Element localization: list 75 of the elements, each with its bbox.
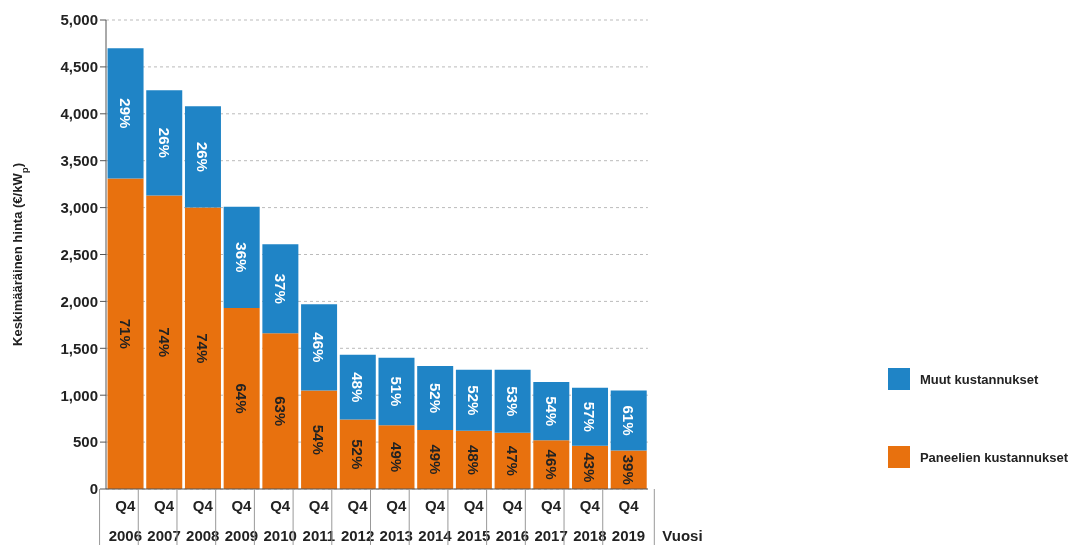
x-tick-label: Q4 2019	[611, 497, 646, 544]
bar	[301, 304, 338, 391]
bar	[184, 106, 221, 208]
annotation: 57%	[581, 401, 599, 432]
bar	[455, 369, 492, 431]
annotation: 52%	[465, 385, 483, 416]
annotation: 26%	[155, 127, 173, 158]
y-tick-label: 5,000	[60, 11, 98, 29]
bar	[417, 366, 454, 430]
x-tick-label: Q4 2011	[302, 497, 336, 544]
x-tick-label: Q4 2014	[418, 497, 453, 544]
x-tick-label: Q4 2013	[379, 497, 413, 544]
legend-label: Paneelien kustannukset	[919, 449, 1068, 465]
annotation: 46%	[310, 332, 328, 363]
bar	[262, 244, 299, 334]
annotation: 74%	[155, 327, 173, 358]
y-tick-label: 3,000	[60, 198, 98, 216]
annotation: 63%	[271, 396, 289, 427]
annotation: 36%	[232, 242, 250, 273]
x-tick-label: Q4 2007	[147, 497, 181, 544]
y-tick-label: 1,500	[60, 339, 98, 357]
x-tick-label: Q4 2016	[495, 497, 530, 544]
y-tick-label: 2,000	[60, 292, 98, 310]
annotation: 54%	[542, 396, 560, 427]
annotation: 37%	[271, 273, 289, 304]
x-tick-label: Q4 2015	[457, 497, 491, 544]
bar	[107, 48, 144, 179]
y-tick-label: 3,500	[60, 152, 98, 170]
annotation: 49%	[387, 442, 405, 473]
bar	[146, 195, 183, 489]
bar	[223, 206, 260, 308]
x-tick-label: Q4 2018	[573, 497, 607, 544]
annotation: 48%	[465, 444, 483, 475]
annotation: 51%	[387, 376, 405, 407]
annotation: 39%	[620, 454, 638, 485]
y-tick-label: 4,500	[60, 58, 98, 76]
bar	[184, 207, 221, 489]
bar	[107, 178, 144, 489]
y-tick-label: 500	[72, 433, 98, 451]
annotation: 61%	[620, 405, 638, 436]
annotation: 52%	[426, 383, 444, 414]
x-axis-title: Vuosi	[662, 527, 703, 544]
annotation: 48%	[349, 372, 367, 403]
annotation: 52%	[349, 439, 367, 470]
annotation: 64%	[232, 383, 250, 414]
bar	[223, 307, 260, 489]
annotation: 26%	[194, 141, 212, 172]
y-tick-label: 0	[89, 480, 98, 498]
bar	[262, 333, 299, 489]
bar	[572, 387, 609, 446]
x-tick-label: Q4 2012	[340, 497, 375, 544]
annotation: 47%	[503, 445, 521, 476]
y-tick-label: 2,500	[60, 245, 98, 263]
annotation: 49%	[426, 444, 444, 475]
annotation: 43%	[581, 452, 599, 483]
bar	[610, 390, 647, 451]
annotation: 74%	[194, 333, 212, 364]
x-tick-label: Q4 2009	[224, 497, 259, 544]
x-tick-label: Q4 2006	[108, 497, 143, 544]
bar	[146, 90, 183, 196]
y-tick-label: 4,000	[60, 105, 98, 123]
legend-label: Muut kustannukset	[919, 371, 1039, 387]
annotation: 29%	[116, 98, 134, 129]
bar	[494, 369, 531, 433]
bar	[301, 390, 338, 489]
annotation: 53%	[503, 386, 521, 417]
annotation: 54%	[310, 424, 328, 455]
annotation: 46%	[542, 449, 560, 480]
annotation: 71%	[116, 318, 134, 349]
x-tick-label: Q4 2010	[263, 497, 297, 544]
x-tick-label: Q4 2017	[534, 497, 568, 544]
x-tick-label: Q4 2008	[186, 497, 220, 544]
y-tick-label: 1,000	[60, 386, 98, 404]
bar	[339, 354, 376, 420]
bar	[378, 357, 415, 426]
